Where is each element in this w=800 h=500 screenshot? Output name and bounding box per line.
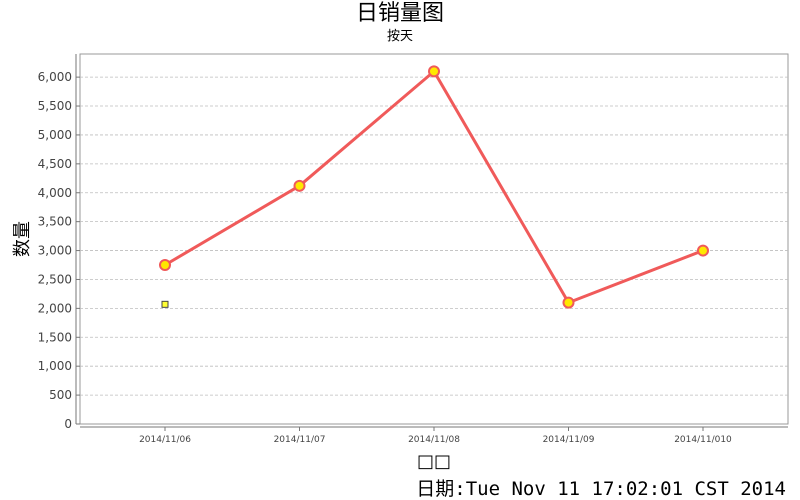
x-tick-label: 2014/11/06: [139, 435, 191, 445]
y-tick-label: 4,500: [38, 157, 72, 171]
y-axis-ticks: 0 500 1,000 1,500 2,000 2,500 3,000 3,500 4,000 4…: [38, 70, 80, 431]
data-point[interactable]: [293, 179, 306, 192]
x-axis-ticks: 2014/11/06 2014/11/07 2014/11/08 2014/11/09…: [139, 427, 732, 445]
data-point[interactable]: [159, 259, 171, 272]
y-tick-label: 6,000: [38, 70, 72, 84]
grid-lines: [80, 76, 788, 396]
y-tick-label: 1,500: [38, 330, 72, 344]
y-tick-label: 0: [64, 417, 72, 431]
footer-date-text: 日期:Tue Nov 11 17:02:01 CST 2014: [416, 478, 786, 500]
chart-title: 日销量图: [356, 1, 444, 26]
y-tick-label: 1,000: [38, 359, 72, 373]
y-axis-label: 数量: [12, 221, 33, 257]
data-point[interactable]: [428, 65, 440, 78]
y-tick-label: 2,500: [38, 272, 72, 286]
y-tick-label: 3,500: [38, 215, 72, 229]
x-tick-label: 2014/11/07: [274, 435, 326, 445]
x-tick-label: 2014/11/010: [674, 435, 732, 445]
y-tick-label: 5,500: [38, 99, 72, 113]
y-tick-label: 4,000: [38, 186, 72, 200]
data-point[interactable]: [562, 296, 575, 309]
data-point[interactable]: [697, 244, 709, 257]
y-tick-label: 3,000: [38, 244, 72, 258]
y-tick-label: 2,000: [38, 301, 72, 315]
plot-area: [79, 53, 789, 425]
x-tick-label: 2014/11/09: [543, 435, 595, 445]
data-point-layer: [159, 65, 709, 309]
x-axis-label: □□: [417, 451, 451, 472]
stray-marker: [161, 300, 169, 308]
y-tick-label: 500: [49, 388, 72, 402]
x-tick-label: 2014/11/08: [408, 435, 460, 445]
y-tick-label: 5,000: [38, 128, 72, 142]
chart-subtitle: 按天: [387, 29, 413, 44]
